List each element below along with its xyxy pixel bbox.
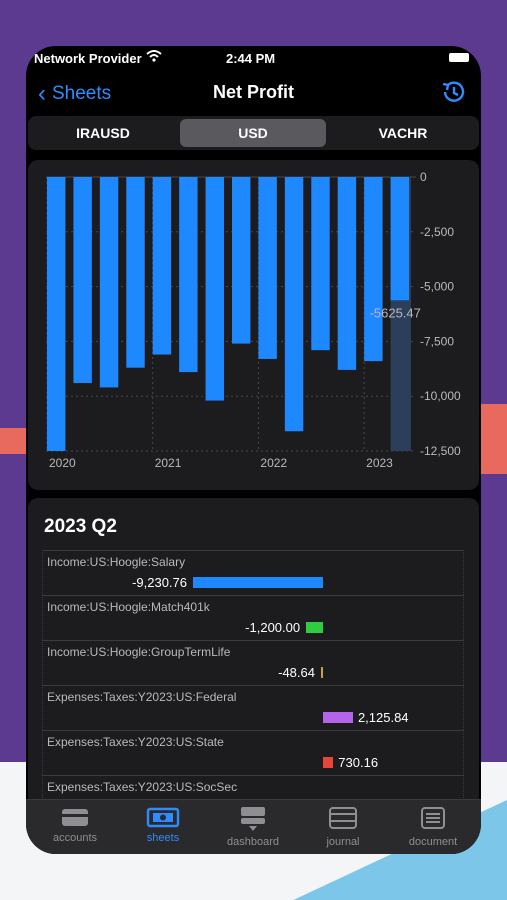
status-bar: Network Provider 2:44 PM	[26, 46, 481, 72]
tab-label: journal	[326, 836, 360, 848]
bar	[258, 177, 277, 359]
period-title: 2023 Q2	[44, 516, 117, 537]
background-accent-right-2	[493, 428, 507, 452]
bar	[152, 177, 172, 355]
account-name: Income:US:Hoogle:GroupTermLife	[47, 645, 231, 659]
tab-label: dashboard	[227, 836, 279, 848]
bar	[205, 177, 224, 401]
bar	[390, 177, 409, 301]
y-tick-label: -10,000	[420, 389, 461, 403]
currency-segmented-control: IRAUSD USD VACHR	[28, 116, 479, 150]
bar	[232, 177, 251, 344]
tab-label: accounts	[52, 832, 98, 844]
tab-label: document	[408, 836, 458, 848]
tab-sheets[interactable]: sheets	[118, 806, 208, 844]
bar	[47, 177, 66, 451]
history-icon[interactable]	[439, 78, 467, 106]
card-icon	[62, 809, 88, 826]
x-tick-label: 2021	[155, 456, 182, 470]
amount-bar	[321, 667, 323, 678]
phone-screen: Network Provider 2:44 PM ‹ Sheets Net Pro…	[26, 46, 481, 854]
y-tick-label: -12,500	[420, 444, 461, 458]
amount-value: -9,230.76	[132, 575, 187, 590]
account-name: Expenses:Taxes:Y2023:US:SocSec	[47, 780, 238, 794]
segment-vachr[interactable]: VACHR	[378, 125, 428, 141]
back-label: Sheets	[52, 83, 112, 104]
tab-dashboard[interactable]: dashboard	[208, 806, 298, 848]
background-accent-left	[0, 428, 30, 454]
bar	[337, 177, 357, 370]
net-profit-chart: 0 -2,500 -5,000 -7,500 -10,000 -12,500 2020 202…	[28, 160, 479, 490]
account-name: Expenses:Taxes:Y2023:US:Federal	[47, 690, 237, 704]
account-name: Income:US:Hoogle:Salary	[47, 555, 186, 569]
segment-usd[interactable]: USD	[180, 119, 326, 147]
bar	[126, 177, 145, 368]
amount-value: 2,125.84	[357, 710, 409, 725]
y-tick-label: 0	[420, 170, 427, 184]
breakdown-row[interactable]: Income:US:Hoogle:Match401k -1,200.00	[42, 595, 464, 640]
tab-document[interactable]: document	[388, 806, 478, 848]
bar	[311, 177, 330, 351]
y-tick-label: -7,500	[420, 334, 454, 348]
breakdown-row[interactable]: Income:US:Hoogle:Salary -9,230.76	[42, 550, 464, 595]
document-icon	[421, 807, 445, 829]
bar	[284, 177, 304, 432]
period-detail-card: 2023 Q2 Income:US:Hoogle:Salary -9,230.76…	[28, 498, 479, 854]
back-button[interactable]: ‹ Sheets	[38, 80, 111, 108]
tab-accounts[interactable]: accounts	[30, 806, 120, 844]
account-name: Expenses:Taxes:Y2023:US:State	[47, 735, 224, 749]
breakdown-row[interactable]: Income:US:Hoogle:GroupTermLife -48.64	[42, 640, 464, 685]
tab-label: sheets	[146, 832, 180, 844]
navigation-bar: ‹ Sheets Net Profit	[26, 72, 481, 114]
amount-bar	[323, 712, 353, 723]
selected-value-label: -5625.47	[370, 305, 421, 320]
amount-bar	[193, 577, 323, 588]
y-tick-label: -5,000	[420, 280, 454, 294]
tab-bar: accounts sheets dashboard journal docume…	[26, 799, 481, 854]
amount-value: 730.16	[338, 755, 379, 770]
amount-value: -1,200.00	[245, 620, 301, 635]
breakdown-row[interactable]: Expenses:Taxes:Y2023:US:Federal 2,125.84	[42, 685, 464, 730]
account-breakdown-list: Income:US:Hoogle:Salary -9,230.76 Income:U…	[42, 550, 464, 820]
journal-icon	[329, 807, 357, 829]
amount-value: -48.64	[278, 665, 315, 680]
bar	[179, 177, 198, 373]
carrier-label: Network Provider	[34, 51, 142, 66]
breakdown-row[interactable]: Expenses:Taxes:Y2023:US:State 730.16	[42, 730, 464, 775]
x-tick-label: 2023	[366, 456, 393, 470]
amount-bar	[323, 757, 334, 768]
account-name: Income:US:Hoogle:Match401k	[47, 600, 210, 614]
bar	[73, 177, 92, 384]
x-tick-label: 2022	[260, 456, 287, 470]
segment-irausd[interactable]: IRAUSD	[76, 125, 130, 141]
wifi-icon	[146, 50, 162, 65]
tab-journal[interactable]: journal	[298, 806, 388, 848]
y-tick-label: -2,500	[420, 225, 454, 239]
banknote-icon	[146, 807, 180, 828]
dashboard-icon	[241, 807, 265, 831]
x-tick-label: 2020	[49, 456, 76, 470]
bar	[364, 177, 383, 362]
page-title: Net Profit	[213, 82, 294, 102]
battery-icon	[449, 53, 469, 62]
bar-chart[interactable]: 0 -2,500 -5,000 -7,500 -10,000 -12,500 2020 202…	[28, 160, 479, 490]
amount-bar	[306, 622, 323, 633]
chevron-left-icon: ‹	[38, 80, 46, 107]
bar	[99, 177, 119, 388]
clock: 2:44 PM	[226, 51, 276, 66]
